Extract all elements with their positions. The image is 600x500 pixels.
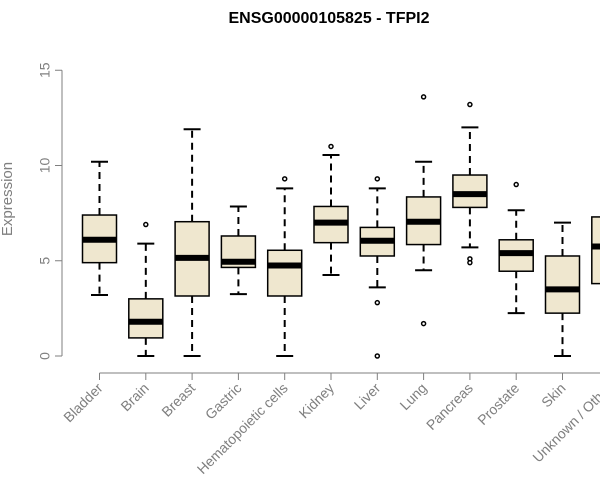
box-group bbox=[591, 216, 600, 285]
x-tick-label: Bladder bbox=[60, 380, 106, 426]
box-group bbox=[359, 176, 396, 359]
outlier-point bbox=[281, 176, 288, 182]
y-axis: 0 5 10 15 bbox=[37, 62, 63, 360]
boxes bbox=[81, 94, 600, 359]
outlier-point bbox=[374, 299, 381, 306]
box-group bbox=[220, 205, 257, 296]
outlier-point bbox=[420, 320, 427, 327]
y-tick-label: 10 bbox=[37, 158, 53, 174]
box bbox=[266, 249, 303, 297]
x-tick-label: Hematopoietic cells bbox=[194, 380, 291, 477]
outlier-point bbox=[420, 94, 427, 100]
x-tick-label: Breast bbox=[158, 380, 198, 420]
box bbox=[128, 298, 164, 339]
x-tick-label: Brain bbox=[117, 380, 151, 414]
x-tick-label: Prostate bbox=[474, 380, 522, 428]
outlier-point bbox=[143, 221, 149, 228]
y-tick-label: 15 bbox=[37, 62, 53, 78]
y-tick-label: 5 bbox=[37, 257, 53, 265]
box-group bbox=[405, 94, 442, 327]
chart-title: ENSG00000105825 - TFPI2 bbox=[228, 10, 429, 27]
outlier-point bbox=[467, 259, 473, 266]
box-group bbox=[313, 143, 349, 277]
x-tick-label: Liver bbox=[351, 380, 384, 413]
x-tick-label: Gastric bbox=[202, 380, 245, 423]
box bbox=[591, 216, 600, 285]
box bbox=[544, 255, 581, 314]
x-tick-label: Skin bbox=[538, 380, 569, 411]
box-group bbox=[498, 181, 534, 315]
box-group bbox=[544, 221, 581, 357]
outlier-point bbox=[513, 181, 519, 188]
x-tick-label: Kidney bbox=[296, 380, 338, 422]
x-tick-label: Lung bbox=[396, 380, 429, 413]
box-group bbox=[81, 160, 118, 297]
box-group bbox=[452, 101, 488, 266]
y-tick-label: 0 bbox=[37, 352, 53, 360]
box-group bbox=[174, 128, 210, 357]
y-axis-label: Expression bbox=[0, 162, 16, 236]
box-group bbox=[128, 221, 164, 357]
outlier-point bbox=[467, 101, 473, 108]
outlier-point bbox=[374, 353, 381, 359]
x-tick-label: Pancreas bbox=[423, 380, 476, 433]
box-group bbox=[266, 176, 303, 357]
outlier-point bbox=[328, 143, 334, 150]
outlier-point bbox=[374, 176, 381, 182]
